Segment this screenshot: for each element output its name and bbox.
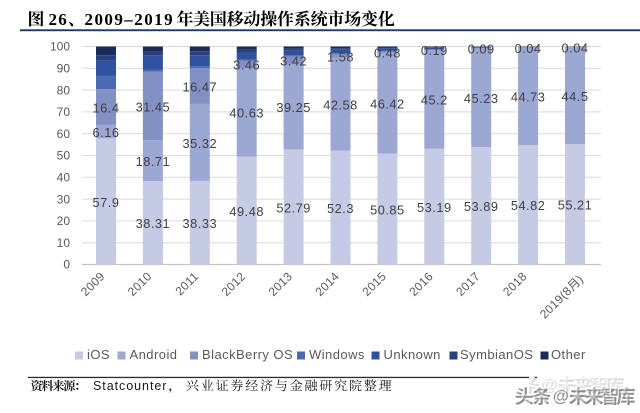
svg-text:45.23: 45.23 xyxy=(464,91,499,106)
svg-text:50.85: 50.85 xyxy=(370,203,405,218)
svg-text:52.3: 52.3 xyxy=(327,201,354,216)
svg-text:10: 10 xyxy=(57,236,71,250)
svg-text:26: 26 xyxy=(49,10,68,29)
svg-text:35.32: 35.32 xyxy=(183,136,218,151)
svg-text:BlackBerry OS: BlackBerry OS xyxy=(202,347,293,362)
svg-text:1.58: 1.58 xyxy=(327,49,354,64)
svg-text:18.71: 18.71 xyxy=(136,154,171,169)
svg-text:40.63: 40.63 xyxy=(229,106,264,121)
svg-text:44.73: 44.73 xyxy=(511,90,546,105)
svg-text:3.46: 3.46 xyxy=(233,58,260,73)
svg-text:50: 50 xyxy=(57,149,71,163)
svg-text:54.82: 54.82 xyxy=(511,198,546,213)
svg-text:0.48: 0.48 xyxy=(374,45,401,60)
svg-text:@: @ xyxy=(552,386,568,404)
svg-text:20: 20 xyxy=(57,214,71,228)
svg-text:53.89: 53.89 xyxy=(464,199,499,214)
svg-text:Android: Android xyxy=(130,347,178,362)
svg-text:60: 60 xyxy=(57,127,71,141)
svg-text:iOS: iOS xyxy=(87,347,110,362)
svg-text:52.79: 52.79 xyxy=(276,200,311,215)
svg-text:16.4: 16.4 xyxy=(93,100,120,115)
svg-text:49.48: 49.48 xyxy=(229,204,264,219)
svg-text:Statcounter: Statcounter xyxy=(93,379,167,393)
svg-text:31.45: 31.45 xyxy=(136,99,171,114)
svg-text:55.21: 55.21 xyxy=(558,198,593,213)
svg-text:46.42: 46.42 xyxy=(370,96,405,111)
svg-text:44.5: 44.5 xyxy=(562,89,589,104)
svg-text:38.31: 38.31 xyxy=(136,216,171,231)
svg-text:80: 80 xyxy=(57,83,71,97)
svg-text:0.19: 0.19 xyxy=(421,43,448,58)
svg-text:40: 40 xyxy=(57,171,71,185)
svg-text:90: 90 xyxy=(57,62,71,76)
svg-text:2009–2019: 2009–2019 xyxy=(85,10,175,29)
svg-text:57.9: 57.9 xyxy=(93,195,120,210)
svg-text:Other: Other xyxy=(551,347,586,362)
svg-text:0.09: 0.09 xyxy=(468,42,495,57)
svg-text:53.19: 53.19 xyxy=(417,200,452,215)
svg-text:Windows: Windows xyxy=(309,347,365,362)
svg-text:38.33: 38.33 xyxy=(183,216,218,231)
svg-text:45.2: 45.2 xyxy=(421,93,448,108)
svg-text:16.47: 16.47 xyxy=(183,79,218,94)
svg-text:0.04: 0.04 xyxy=(562,41,589,56)
svg-text:42.58: 42.58 xyxy=(323,98,358,113)
svg-text:Unknown: Unknown xyxy=(384,347,441,362)
svg-text:0.04: 0.04 xyxy=(515,41,542,56)
svg-text:@: @ xyxy=(551,386,567,404)
svg-text:@: @ xyxy=(553,387,569,405)
svg-text:39.25: 39.25 xyxy=(276,100,311,115)
svg-text:3.42: 3.42 xyxy=(280,54,307,69)
svg-text:SymbianOS: SymbianOS xyxy=(460,347,533,362)
svg-text:100: 100 xyxy=(50,40,70,54)
svg-text:6.16: 6.16 xyxy=(93,125,120,140)
svg-text:0: 0 xyxy=(63,258,70,272)
svg-text:70: 70 xyxy=(57,105,71,119)
svg-text:30: 30 xyxy=(57,192,71,206)
